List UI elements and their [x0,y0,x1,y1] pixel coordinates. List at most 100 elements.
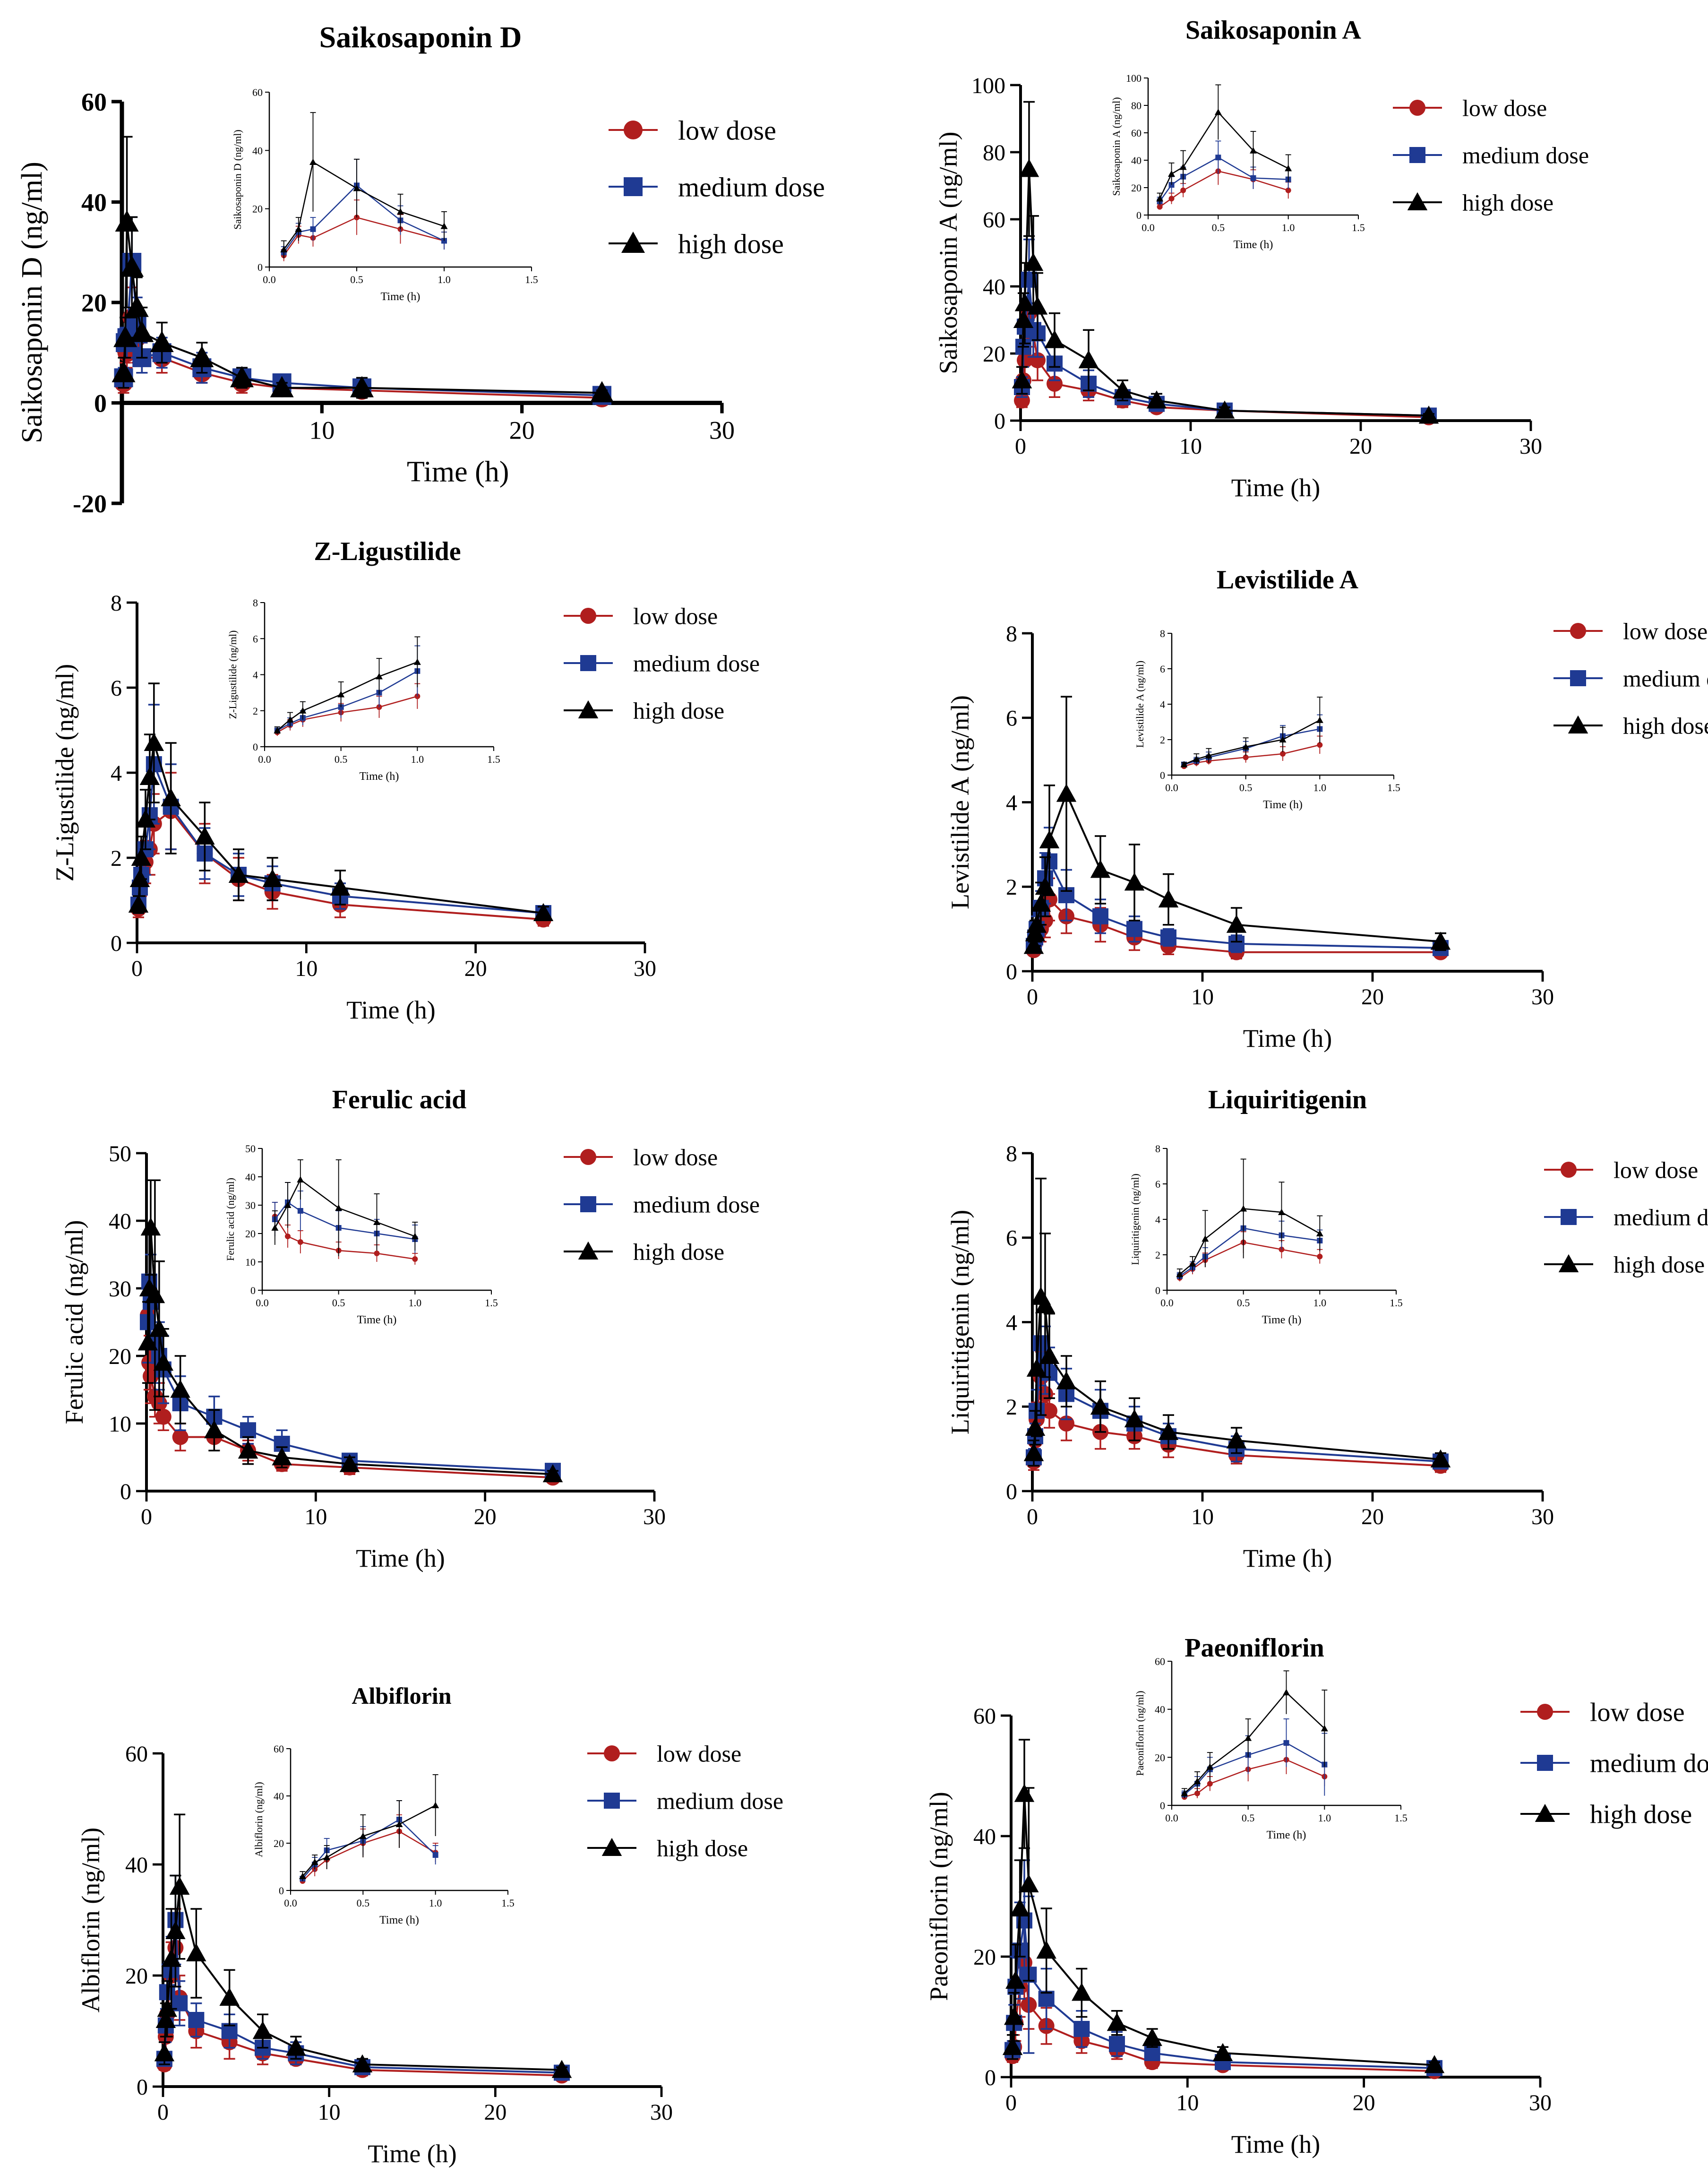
data-point [1214,400,1235,419]
inset-data-point [286,716,294,723]
legend-marker-high [1535,1803,1555,1822]
inset-data-point [376,673,383,680]
inset-data-point [1176,1270,1184,1277]
inset-x-tick-label: 1.0 [1313,1297,1327,1309]
data-point [1158,889,1179,908]
y-tick-label: 40 [81,188,107,216]
chart-title: Liquiritigenin [1208,1085,1367,1114]
inset-y-axis-label: Z-Ligustilide (ng/ml) [227,630,239,719]
chart-title: Albiflorin [352,1683,451,1709]
inset-x-tick-label: 1.5 [1394,1812,1408,1824]
y-tick-label: 8 [1006,621,1017,647]
inset-series-line [274,1179,415,1237]
legend-marker-low [580,608,596,624]
y-tick-label: 60 [125,1742,148,1767]
inset-y-tick-label: 0 [1160,769,1165,781]
x-tick-label: 20 [1353,2090,1375,2115]
inset-data-point [280,246,288,252]
inset-series-medium [1181,714,1323,768]
series-medium [1004,1859,1442,2076]
inset-data-point [373,1218,380,1225]
inset-y-tick-label: 40 [245,1171,256,1183]
inset-y-tick-label: 60 [274,1743,284,1755]
x-tick-label: 30 [709,416,735,445]
inset-y-tick-label: 20 [245,1228,256,1240]
legend-label-high: high dose [1462,190,1554,216]
inset-x-tick-label: 0.5 [350,274,363,285]
data-point [112,361,136,382]
inset-data-point [297,1176,304,1182]
legend-label-medium: medium dose [1614,1204,1708,1231]
inset-y-tick-label: 10 [245,1256,256,1268]
data-point [1430,1449,1451,1467]
chart-title: Levistilide A [1217,565,1359,595]
inset-series-line [1184,719,1320,765]
data-point [120,255,144,277]
y-tick-label: 0 [994,409,1005,434]
inset-data-point [1285,164,1292,172]
inset-y-tick-label: 0 [253,741,258,753]
inset-series-high [1180,697,1323,768]
inset-y-tick-label: 20 [274,1838,284,1849]
legend: low dose medium dose high dose [564,1144,760,1265]
y-tick-label: 10 [109,1412,131,1437]
data-point [1035,1295,1056,1313]
x-tick-label: 20 [484,2100,506,2125]
y-tick-label: -20 [73,490,107,518]
legend-label-high: high dose [633,698,724,724]
data-point [1027,296,1048,315]
y-tick-label: 60 [973,1704,996,1729]
series-medium [139,1233,561,1479]
x-axis-label: Time (h) [1243,1024,1332,1053]
data-point [339,1454,360,1472]
inset-data-point [1316,1230,1323,1236]
inset-y-tick-label: 40 [274,1790,284,1802]
x-axis-label: Time (h) [407,456,509,488]
legend-marker-high [1568,715,1588,733]
x-tick-label: 0 [157,2100,169,2125]
data-point [1014,1784,1035,1802]
legend-label-medium: medium dose [678,172,825,202]
inset-series-high [1156,84,1292,204]
data-point [352,2054,373,2072]
y-tick-label: 80 [983,140,1005,165]
data-point [1019,159,1039,177]
inset-y-tick-label: 40 [252,145,263,156]
data-point [161,788,181,806]
inset-data-point [432,1852,438,1858]
inset-series-line [1184,744,1320,767]
legend: low dose medium dose high dose [609,115,825,259]
data-point [161,1949,181,1967]
inset-data-point [1205,752,1212,759]
inset-x-tick-label: 1.0 [409,1297,422,1309]
x-tick-label: 20 [464,956,487,981]
inset-y-axis-label: Albiflorin (ng/ml) [253,1782,265,1857]
x-tick-label: 0 [1027,984,1038,1010]
inset-x-tick-label: 1.5 [487,753,500,765]
inset-series-high [299,1774,439,1881]
inset-x-axis-label: Time (h) [379,1914,419,1926]
data-point [1019,1874,1039,1892]
inset-y-tick-label: 8 [253,597,258,609]
chart-albiflorin: Albiflorin 0 20 40 60 0 10 20 30 Time (h) Albiflor… [77,1683,783,2168]
chart-saikosaponin-a: Saikosaponin A 0 20 40 60 80 100 0 10 20 30 Time (h… [934,16,1589,502]
data-point [1010,1898,1030,1916]
inset-data-point [297,1239,303,1245]
legend-label-low: low dose [1462,95,1547,121]
data-point [1418,406,1439,424]
inset-y-axis-label: Levistilide A (ng/ml) [1134,661,1146,748]
y-tick-label: 20 [973,1945,996,1970]
inset-data-point [323,1854,331,1860]
inset-y-tick-label: 80 [1131,100,1142,112]
legend-marker-medium [1537,1755,1553,1771]
legend-label-low: low dose [657,1741,741,1767]
inset-x-tick-label: 1.5 [501,1897,515,1909]
inset-data-point [1243,754,1249,760]
inset-data-point [284,1201,292,1208]
chart-ferulic-acid: Ferulic acid 0 10 20 30 40 50 0 10 20 30 Time (h) Fe… [60,1085,760,1572]
x-tick-label: 20 [509,416,535,445]
data-point [219,1987,240,2006]
data-point [186,1943,206,1961]
